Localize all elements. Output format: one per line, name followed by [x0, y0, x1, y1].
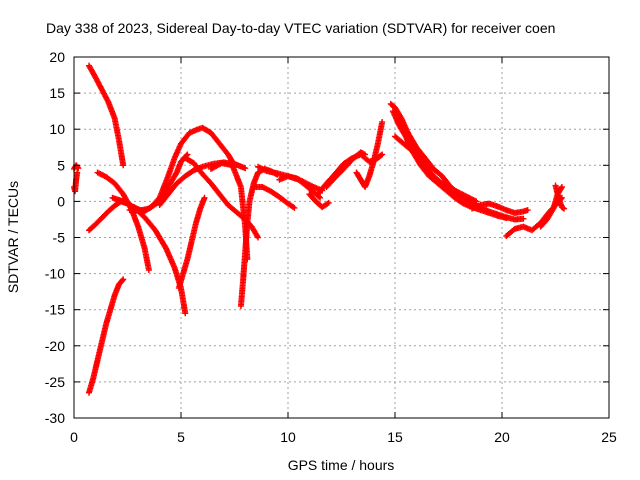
data-point [242, 165, 249, 172]
data-point [255, 234, 262, 241]
data-point [184, 151, 191, 158]
x-tick-label: 20 [494, 429, 510, 445]
x-tick-label: 5 [177, 429, 185, 445]
y-tick-label: -25 [45, 374, 65, 390]
axis-ticks: 0 5 10 15 20 25 -30 -25 -20 -15 -10 -5 0 5 10 15 20 [45, 49, 617, 445]
data-point [378, 152, 385, 159]
data-point [120, 276, 127, 283]
series-arc-03 [85, 62, 127, 169]
series-arc-11 [182, 155, 262, 241]
series-arc-17 [276, 173, 326, 194]
data-point [120, 162, 127, 169]
data-point [119, 277, 126, 284]
data-point [362, 151, 369, 158]
data-point [291, 204, 298, 211]
data-point [558, 183, 565, 190]
data-point [145, 266, 152, 273]
data-point [75, 165, 82, 172]
y-tick-label: -5 [53, 230, 66, 246]
y-tick-label: 20 [49, 49, 65, 65]
data-point [524, 207, 531, 214]
y-tick-label: 0 [57, 193, 65, 209]
series-arc-12 [175, 194, 208, 292]
y-tick-label: 15 [49, 85, 65, 101]
data-point [290, 204, 297, 211]
y-tick-label: -10 [45, 266, 65, 282]
data-point [561, 205, 568, 212]
data-point [74, 169, 81, 176]
series-arc-01 [71, 162, 82, 172]
series-arc-22 [387, 100, 480, 205]
series-arc-20 [323, 149, 369, 190]
data-point [379, 151, 386, 158]
series-arc-21 [353, 118, 386, 190]
series-arc-25 [396, 115, 480, 209]
data-point [559, 204, 566, 211]
series-arc-15 [250, 183, 298, 211]
data-point [324, 200, 331, 207]
x-tick-label: 15 [387, 429, 403, 445]
series-arc-29 [552, 182, 568, 212]
data-point [201, 194, 208, 201]
y-tick-label: 5 [57, 157, 65, 173]
series-arc-02 [71, 169, 81, 195]
y-tick-label: -15 [45, 302, 65, 318]
data-point [325, 199, 332, 206]
series-arc-04 [85, 276, 127, 396]
series-arc-06 [94, 169, 152, 273]
data-points [71, 62, 568, 396]
x-tick-label: 25 [601, 429, 617, 445]
series-arc-26 [469, 200, 531, 216]
data-point [182, 310, 189, 317]
data-point [317, 194, 324, 201]
chart-title: Day 338 of 2023, Sidereal Day-to-day VTE… [46, 20, 555, 36]
x-tick-label: 0 [70, 429, 78, 445]
x-tick-label: 10 [280, 429, 296, 445]
series-arc-14 [237, 165, 281, 310]
series-arc-18 [306, 191, 332, 211]
series-arc-09 [139, 124, 236, 216]
x-axis-label: GPS time / hours [288, 457, 395, 473]
data-point [379, 118, 386, 125]
y-tick-label: 10 [49, 121, 65, 137]
y-tick-label: -30 [45, 410, 65, 426]
series-arc-07 [109, 194, 189, 317]
y-axis-label: SDTVAR / TECUs [5, 181, 21, 293]
grid [74, 57, 609, 418]
y-tick-label: -20 [45, 338, 65, 354]
data-point [520, 215, 527, 222]
